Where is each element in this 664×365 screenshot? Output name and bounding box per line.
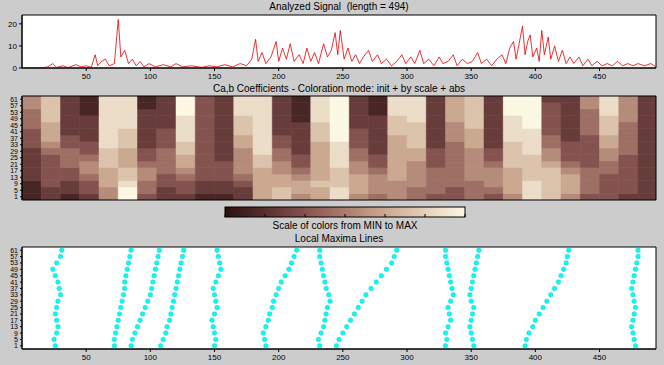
svg-text:400: 400 (529, 353, 543, 362)
svg-text:350: 350 (465, 353, 479, 362)
svg-text:300: 300 (400, 353, 414, 362)
svg-text:37: 37 (10, 285, 18, 292)
svg-text:57: 57 (10, 253, 18, 260)
svg-text:9: 9 (14, 330, 18, 337)
svg-text:17: 17 (10, 317, 18, 324)
svg-text:61: 61 (10, 247, 18, 254)
svg-text:100: 100 (144, 353, 158, 362)
svg-text:37: 37 (10, 135, 18, 142)
svg-text:250: 250 (336, 72, 350, 81)
svg-text:10: 10 (8, 42, 17, 51)
svg-text:49: 49 (10, 115, 18, 122)
svg-text:200: 200 (272, 353, 286, 362)
svg-text:53: 53 (10, 109, 18, 116)
svg-text:21: 21 (10, 310, 18, 317)
svg-text:1: 1 (14, 193, 18, 200)
svg-text:350: 350 (465, 72, 479, 81)
html-text:Analyzed Signal (length = 494): Analyzed Signal (length = 494) (269, 1, 409, 12)
svg-text:300: 300 (400, 72, 414, 81)
svg-text:13: 13 (10, 323, 18, 330)
svg-text:61: 61 (10, 96, 18, 103)
svg-text:450: 450 (593, 72, 607, 81)
svg-text:29: 29 (10, 148, 18, 155)
svg-text:45: 45 (10, 272, 18, 279)
svg-text:5: 5 (14, 336, 18, 343)
svg-text:250: 250 (336, 353, 350, 362)
svg-text:45: 45 (10, 122, 18, 129)
svg-text:53: 53 (10, 259, 18, 266)
svg-text:50: 50 (82, 353, 91, 362)
svg-text:200: 200 (272, 72, 286, 81)
svg-text:0: 0 (13, 64, 18, 73)
svg-text:17: 17 (10, 167, 18, 174)
svg-text:20: 20 (8, 20, 17, 29)
svg-text:41: 41 (10, 279, 18, 286)
svg-text:33: 33 (10, 141, 18, 148)
html-text:Ca,b Coefficients - Coloration: Ca,b Coefficients - Coloration mode: ini… (212, 83, 466, 94)
svg-text:33: 33 (10, 291, 18, 298)
svg-text:9: 9 (14, 180, 18, 187)
svg-text:150: 150 (208, 72, 222, 81)
svg-text:57: 57 (10, 102, 18, 109)
svg-text:1: 1 (14, 342, 18, 349)
svg-text:21: 21 (10, 161, 18, 168)
svg-text:5: 5 (14, 187, 18, 194)
svg-text:25: 25 (10, 154, 18, 161)
html-text:Scale of colors from MIN to MA: Scale of colors from MIN to MAX (272, 220, 418, 231)
svg-text:13: 13 (10, 174, 18, 181)
svg-text:41: 41 (10, 128, 18, 135)
svg-text:450: 450 (593, 353, 607, 362)
svg-text:50: 50 (82, 72, 91, 81)
svg-text:100: 100 (144, 72, 158, 81)
html-text:Local Maxima Lines: Local Maxima Lines (294, 233, 384, 244)
svg-text:400: 400 (529, 72, 543, 81)
svg-text:25: 25 (10, 304, 18, 311)
svg-text:150: 150 (208, 353, 222, 362)
svg-text:29: 29 (10, 298, 18, 305)
svg-text:49: 49 (10, 266, 18, 273)
